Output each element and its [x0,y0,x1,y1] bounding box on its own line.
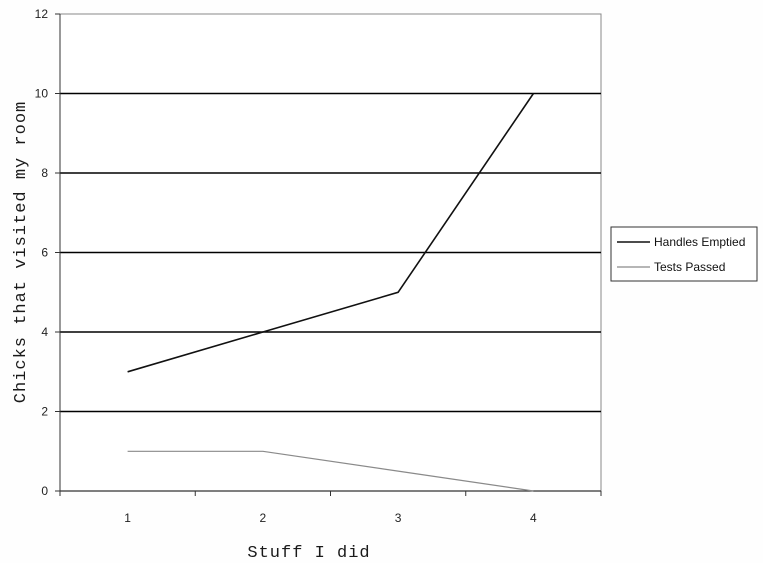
x-tick-labels: 1 2 3 4 [124,511,537,525]
series-line-handles-emptied [127,93,535,373]
y-tick-label: 4 [41,325,48,339]
x-tick-label: 2 [260,511,267,525]
y-tick-label: 10 [35,87,49,101]
y-tick-label: 12 [35,7,49,21]
y-axis-title: Chicks that visited my room [12,101,31,403]
x-tick-label: 4 [530,511,537,525]
y-tick-label: 0 [41,484,48,498]
series-lines [127,93,535,492]
axes [55,13,602,496]
legend: Handles Emptied Tests Passed [610,226,758,282]
x-tick-label: 1 [124,511,131,525]
y-tick-labels: 0 2 4 6 8 10 12 [35,7,49,498]
legend-label-handles-emptied: Handles Emptied [654,235,745,249]
y-tick-label: 2 [41,405,48,419]
y-tick-label: 8 [41,166,48,180]
x-tick-label: 3 [395,511,402,525]
series-line-tests-passed [127,450,534,492]
gridlines [60,92,601,413]
y-tick-label: 6 [41,246,48,260]
legend-box [610,226,758,282]
legend-label-tests-passed: Tests Passed [654,260,725,274]
x-axis-title: Stuff I did [247,544,370,563]
